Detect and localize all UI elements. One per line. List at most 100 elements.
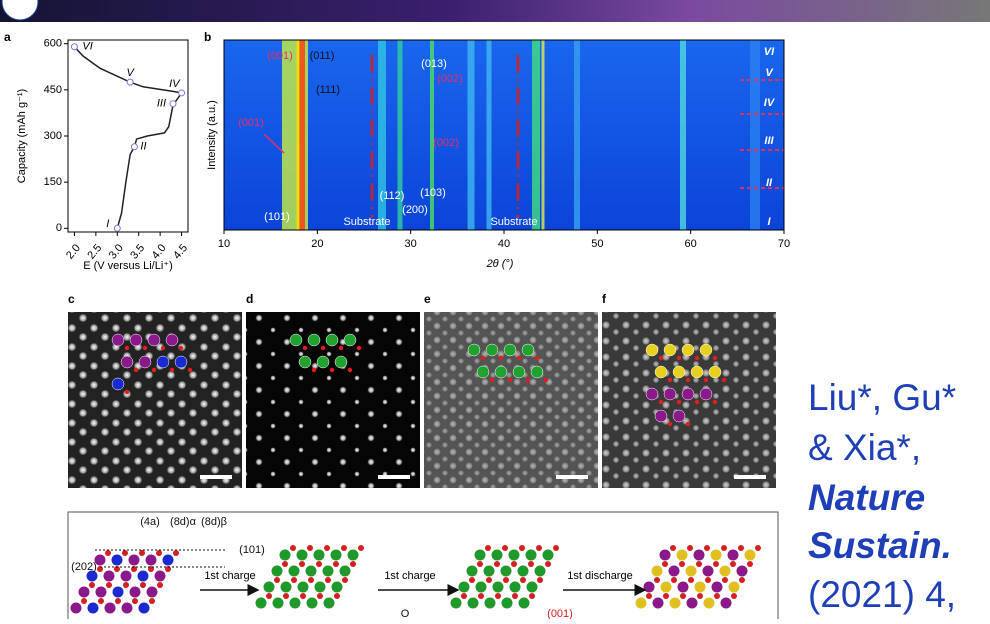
atom-overlay: [690, 365, 704, 379]
lattice-oxygen: [679, 561, 685, 567]
citation-journal: Sustain.: [808, 525, 952, 566]
lattice-oxygen: [486, 577, 492, 583]
lattice-atom: [643, 581, 655, 593]
lattice-atom: [288, 565, 300, 577]
diffraction-streak: [750, 40, 760, 230]
citation-journal: Nature: [808, 477, 925, 518]
lattice-atom: [711, 581, 723, 593]
lattice-oxygen: [520, 577, 526, 583]
oxygen-overlay: [721, 377, 727, 383]
panel-letter: f: [602, 292, 607, 306]
lattice-oxygen: [663, 593, 669, 599]
peak-label: (101): [264, 211, 290, 223]
lattice-oxygen: [307, 545, 313, 551]
lattice-oxygen: [680, 593, 686, 599]
atom-overlay: [165, 333, 179, 347]
lattice-oxygen: [115, 598, 121, 604]
oxygen-overlay: [133, 367, 139, 373]
diffraction-streak: [486, 40, 492, 230]
state-marker: [130, 143, 138, 151]
diffraction-streak: [467, 40, 475, 230]
oxygen-overlay: [516, 355, 522, 361]
lattice-atom: [280, 581, 292, 593]
header-bar: [0, 0, 990, 22]
lattice-atom: [128, 554, 140, 566]
y-tick-label: 150: [44, 176, 62, 188]
x-tick-label: 10: [218, 238, 230, 250]
oxygen-overlay: [489, 377, 495, 383]
lattice-oxygen: [512, 593, 518, 599]
lattice-oxygen: [274, 577, 280, 583]
lattice-atom: [450, 597, 462, 609]
lattice-oxygen: [688, 577, 694, 583]
oxygen-overlay: [685, 421, 691, 427]
y-tick-label: 0: [56, 222, 62, 234]
scale-bar: [378, 475, 410, 479]
lattice-oxygen: [731, 593, 737, 599]
diffraction-streak: [541, 40, 545, 230]
state-label: III: [764, 135, 774, 147]
atom-overlay: [494, 365, 508, 379]
x-axis-label: 2θ (°): [486, 258, 514, 270]
lattice-oxygen: [503, 577, 509, 583]
lattice-atom: [145, 554, 157, 566]
atom-overlay: [298, 355, 312, 369]
lattice-atom: [491, 549, 503, 561]
x-tick-label: 50: [591, 238, 603, 250]
lattice-atom: [78, 586, 90, 598]
lattice-oxygen: [324, 545, 330, 551]
atom-overlay: [325, 333, 339, 347]
lattice-oxygen: [105, 550, 111, 556]
substrate-label: Substrate: [343, 216, 390, 228]
lattice-oxygen: [469, 577, 475, 583]
lattice-atom: [86, 570, 98, 582]
lattice-atom: [727, 549, 739, 561]
lattice-oxygen: [114, 566, 120, 572]
atom-overlay: [485, 343, 499, 357]
lattice-atom: [289, 597, 301, 609]
lattice-atom: [728, 581, 740, 593]
scale-bar: [556, 475, 588, 479]
state-marker: [169, 100, 177, 108]
lattice-atom: [466, 565, 478, 577]
y-tick-label: 600: [44, 38, 62, 50]
lattice-atom: [694, 581, 706, 593]
state-label: I: [767, 216, 771, 228]
atom-overlay: [334, 355, 348, 369]
peak-label: (001): [267, 50, 293, 62]
y-axis-label: Capacity (mAh g⁻¹): [16, 89, 28, 183]
lattice-atom: [659, 549, 671, 561]
lattice-atom: [677, 581, 689, 593]
lattice-atom: [501, 597, 513, 609]
atom-overlay: [174, 355, 188, 369]
oxygen-overlay: [712, 399, 718, 405]
x-tick-label: 40: [498, 238, 510, 250]
lattice-atom: [702, 565, 714, 577]
atom-overlay: [708, 365, 722, 379]
lattice-oxygen: [494, 561, 500, 567]
lattice-oxygen: [536, 545, 542, 551]
lattice-oxygen: [537, 577, 543, 583]
atom-overlay: [521, 343, 535, 357]
lattice-atom: [271, 565, 283, 577]
lattice-atom: [272, 597, 284, 609]
atom-overlay: [654, 409, 668, 423]
state-label: VI: [764, 46, 775, 58]
lattice-atom: [467, 597, 479, 609]
lattice-oxygen: [529, 593, 535, 599]
logo: [1, 0, 39, 21]
atom-overlay: [503, 343, 517, 357]
atom-overlay: [663, 343, 677, 357]
lattice-oxygen: [81, 598, 87, 604]
atom-overlay: [672, 409, 686, 423]
atom-overlay: [645, 343, 659, 357]
lattice-oxygen: [654, 577, 660, 583]
substrate-label: Substrate: [490, 216, 537, 228]
state-label: IV: [764, 97, 776, 109]
lattice-atom: [744, 549, 756, 561]
lattice-atom: [154, 570, 166, 582]
atom-overlay: [111, 377, 125, 391]
lattice-oxygen: [704, 545, 710, 551]
lattice-oxygen: [662, 561, 668, 567]
